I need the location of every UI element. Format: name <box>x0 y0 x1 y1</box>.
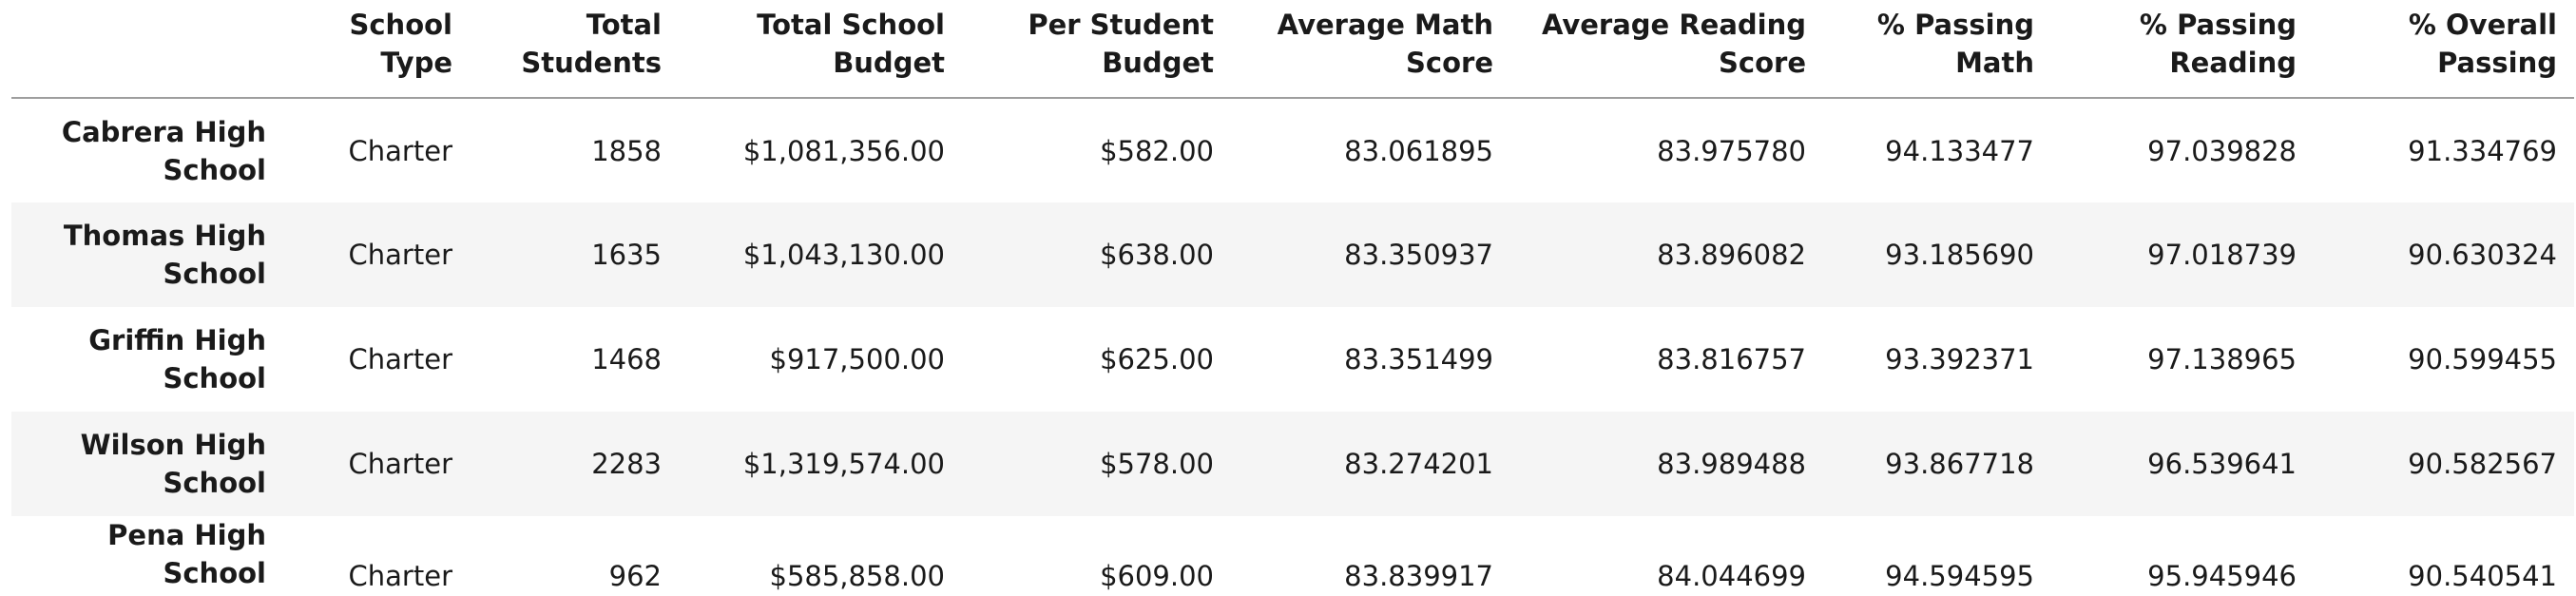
cell-school-type: Charter <box>348 343 452 375</box>
cell-passing-reading: 97.138965 <box>2147 343 2297 375</box>
row-label: Cabrera High School <box>61 115 266 186</box>
cell-passing-math: 93.867718 <box>1885 448 2034 480</box>
cell-total-students: 1635 <box>591 239 662 271</box>
row-label: Pena High School <box>107 519 266 589</box>
cell-school-type: Charter <box>348 239 452 271</box>
cell-passing-math: 93.392371 <box>1885 343 2034 375</box>
header-row: School Type Total Students Total School Bud… <box>11 0 2574 99</box>
cell-average-math-score: 83.061895 <box>1344 134 1493 167</box>
row-label: Thomas High School <box>63 220 266 290</box>
col-header-total-students: Total Students <box>470 0 679 99</box>
table-row: Pena High School Charter 962 $585,858.00… <box>11 516 2574 596</box>
cell-passing-reading: 97.039828 <box>2147 134 2297 167</box>
row-label: Wilson High School <box>80 429 266 499</box>
row-label: Griffin High School <box>88 324 266 394</box>
cell-average-reading-score: 83.975780 <box>1657 134 1806 167</box>
cell-per-student-budget: $609.00 <box>1100 560 1214 592</box>
cell-per-student-budget: $582.00 <box>1100 134 1214 167</box>
cell-average-math-score: 83.274201 <box>1344 448 1493 480</box>
col-header-passing-math: % Passing Math <box>1823 0 2051 99</box>
cell-total-students: 1858 <box>591 134 662 167</box>
cell-total-school-budget: $1,319,574.00 <box>742 448 945 480</box>
cell-average-reading-score: 84.044699 <box>1657 560 1806 592</box>
col-header-total-school-budget: Total School Budget <box>679 0 962 99</box>
col-header-passing-reading: % Passing Reading <box>2051 0 2314 99</box>
cell-passing-reading: 96.539641 <box>2147 448 2297 480</box>
cell-passing-math: 94.594595 <box>1885 560 2034 592</box>
cell-average-math-score: 83.351499 <box>1344 343 1493 375</box>
col-header-overall-passing: % Overall Passing <box>2314 0 2574 99</box>
cell-average-reading-score: 83.896082 <box>1657 239 1806 271</box>
cell-per-student-budget: $638.00 <box>1100 239 1214 271</box>
table-row: Thomas High School Charter 1635 $1,043,13… <box>11 202 2574 307</box>
cell-average-math-score: 83.350937 <box>1344 239 1493 271</box>
cell-overall-passing: 90.540541 <box>2408 560 2557 592</box>
school-summary-table: School Type Total Students Total School Bud… <box>11 0 2574 596</box>
cell-school-type: Charter <box>348 560 452 592</box>
cell-per-student-budget: $578.00 <box>1100 448 1214 480</box>
cell-total-students: 962 <box>608 560 662 592</box>
cell-passing-math: 94.133477 <box>1885 134 2034 167</box>
cell-total-students: 1468 <box>591 343 662 375</box>
cell-passing-reading: 95.945946 <box>2147 560 2297 592</box>
cell-average-reading-score: 83.989488 <box>1657 448 1806 480</box>
dataframe-output: School Type Total Students Total School Bud… <box>11 0 2574 592</box>
cell-total-school-budget: $585,858.00 <box>769 560 946 592</box>
cell-per-student-budget: $625.00 <box>1100 343 1214 375</box>
table-row: Cabrera High School Charter 1858 $1,081,3… <box>11 98 2574 202</box>
cell-total-school-budget: $1,043,130.00 <box>742 239 945 271</box>
col-header-per-student-budget: Per Student Budget <box>962 0 1231 99</box>
cell-overall-passing: 90.582567 <box>2408 448 2557 480</box>
cell-overall-passing: 90.630324 <box>2408 239 2557 271</box>
cell-school-type: Charter <box>348 134 452 167</box>
cell-passing-math: 93.185690 <box>1885 239 2034 271</box>
col-header-school-type: School Type <box>283 0 470 99</box>
cell-overall-passing: 90.599455 <box>2408 343 2557 375</box>
table-row: Wilson High School Charter 2283 $1,319,57… <box>11 412 2574 516</box>
col-header-average-math-score: Average Math Score <box>1231 0 1510 99</box>
cell-passing-reading: 97.018739 <box>2147 239 2297 271</box>
index-header <box>11 0 283 99</box>
cell-school-type: Charter <box>348 448 452 480</box>
cell-total-school-budget: $917,500.00 <box>769 343 946 375</box>
cell-total-students: 2283 <box>591 448 662 480</box>
cell-average-reading-score: 83.816757 <box>1657 343 1806 375</box>
cell-total-school-budget: $1,081,356.00 <box>742 134 945 167</box>
table-row: Griffin High School Charter 1468 $917,500… <box>11 307 2574 412</box>
col-header-average-reading-score: Average Reading Score <box>1510 0 1823 99</box>
cell-average-math-score: 83.839917 <box>1344 560 1493 592</box>
cell-overall-passing: 91.334769 <box>2408 134 2557 167</box>
